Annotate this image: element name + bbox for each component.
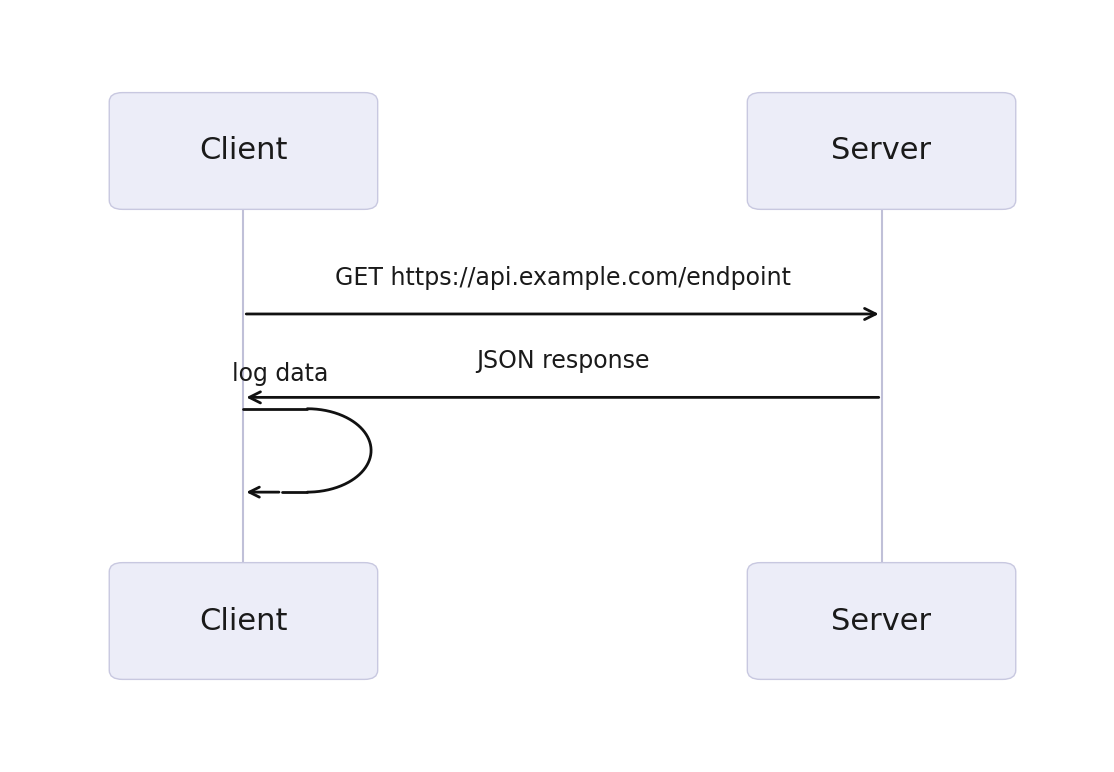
FancyBboxPatch shape: [747, 93, 1016, 209]
Text: JSON response: JSON response: [476, 349, 649, 373]
Text: Server: Server: [831, 137, 931, 165]
Text: log data: log data: [233, 362, 329, 386]
Text: Client: Client: [199, 137, 287, 165]
FancyBboxPatch shape: [109, 563, 378, 679]
Text: Client: Client: [199, 607, 287, 635]
Text: Server: Server: [831, 607, 931, 635]
Text: GET https://api.example.com/endpoint: GET https://api.example.com/endpoint: [334, 266, 791, 290]
FancyBboxPatch shape: [109, 93, 378, 209]
FancyBboxPatch shape: [747, 563, 1016, 679]
